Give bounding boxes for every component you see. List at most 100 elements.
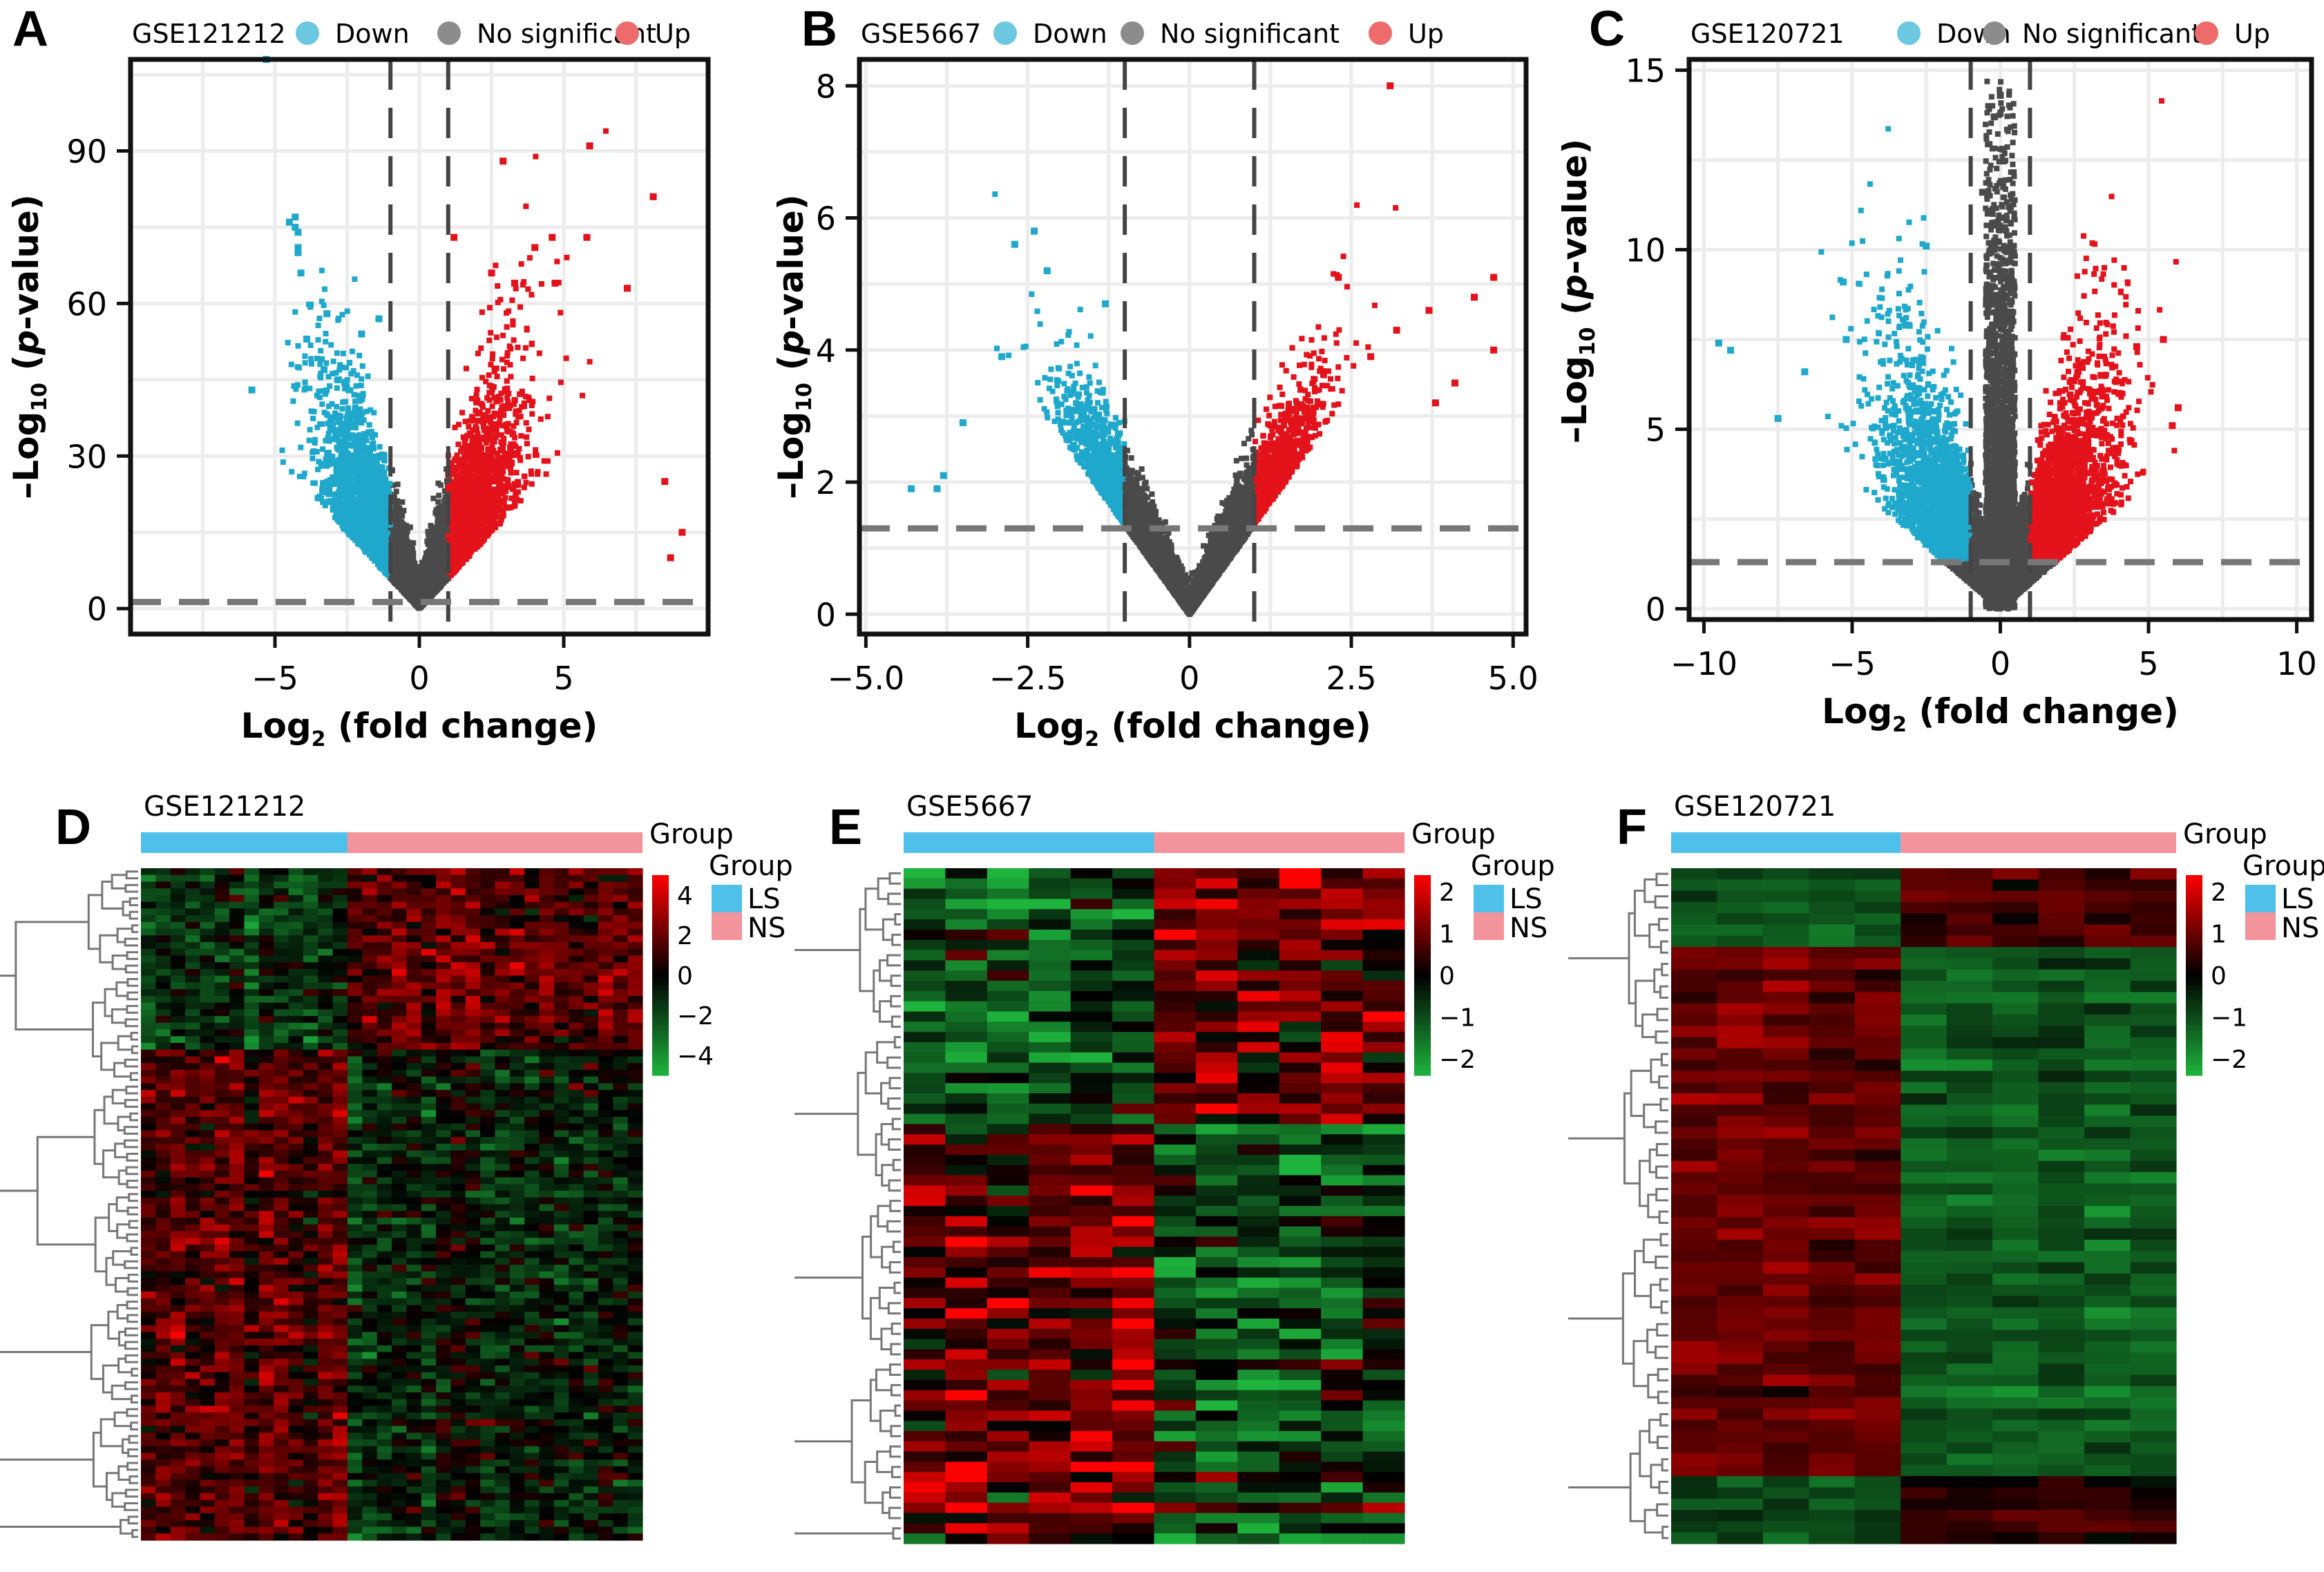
- data-point: [344, 383, 350, 389]
- data-point: [360, 392, 366, 399]
- data-point: [502, 504, 508, 510]
- data-point: [315, 495, 321, 501]
- data-point: [312, 437, 318, 443]
- panel-letter-b: B: [801, 4, 837, 54]
- data-point: [358, 383, 364, 389]
- data-point: [316, 394, 323, 401]
- data-point: [332, 481, 338, 488]
- data-point: [302, 379, 308, 385]
- data-point: [479, 374, 485, 381]
- data-point: [555, 280, 562, 286]
- data-point: [332, 410, 339, 416]
- data-point: [344, 412, 350, 419]
- panel-letter-d: D: [55, 803, 91, 852]
- data-point: [359, 396, 365, 403]
- data-point: [359, 363, 365, 370]
- data-point: [294, 382, 301, 388]
- data-point: [513, 408, 519, 414]
- data-point: [474, 439, 480, 445]
- data-point: [334, 403, 340, 410]
- data-point: [330, 474, 336, 480]
- data-point: [347, 419, 354, 425]
- data-point: [370, 434, 376, 441]
- data-point: [317, 373, 323, 379]
- data-point: [336, 447, 342, 453]
- data-point: [379, 464, 385, 470]
- panel-letter-a: A: [12, 4, 48, 54]
- data-point: [462, 436, 468, 442]
- data-point: [486, 305, 493, 311]
- data-point: [515, 344, 521, 350]
- data-point: [498, 432, 504, 438]
- panel-letter-c: C: [1589, 4, 1625, 54]
- legend-dot-down: [296, 21, 319, 45]
- data-point: [468, 396, 475, 402]
- data-point: [323, 463, 330, 469]
- data-point: [520, 355, 526, 361]
- data-point: [511, 401, 517, 408]
- data-point: [349, 425, 355, 431]
- data-point: [486, 477, 493, 483]
- data-point: [442, 494, 448, 500]
- data-point: [554, 258, 560, 265]
- data-point: [302, 353, 308, 359]
- data-point: [325, 491, 332, 497]
- data-point: [342, 468, 348, 474]
- data-point: [529, 375, 535, 381]
- data-point: [474, 386, 480, 392]
- data-point: [472, 417, 478, 423]
- data-point: [497, 520, 504, 526]
- data-point: [336, 367, 343, 373]
- data-point: [339, 405, 345, 412]
- data-point: [295, 343, 301, 349]
- data-point: [459, 459, 466, 465]
- data-point: [513, 285, 519, 291]
- data-point: [369, 475, 375, 481]
- data-point: [370, 432, 377, 438]
- data-point: [335, 427, 341, 433]
- data-point: [356, 352, 363, 358]
- data-point: [407, 524, 413, 530]
- data-point: [488, 457, 495, 463]
- data-point: [479, 404, 486, 410]
- data-point: [504, 359, 510, 365]
- data-point: [497, 296, 504, 303]
- data-point: [491, 368, 497, 374]
- data-point: [333, 370, 339, 376]
- data-point: [469, 437, 475, 443]
- data-point: [321, 387, 327, 394]
- data-point: [506, 308, 512, 314]
- data-point: [514, 479, 520, 485]
- data-point: [508, 495, 515, 501]
- data-point: [358, 504, 364, 510]
- data-point: [563, 355, 569, 361]
- data-point: [307, 385, 313, 392]
- data-point: [334, 385, 340, 391]
- data-point: [489, 356, 495, 362]
- data-point: [302, 360, 308, 366]
- data-point: [459, 410, 466, 416]
- data-point: [490, 351, 496, 357]
- data-point: [359, 376, 365, 382]
- data-point: [513, 419, 520, 425]
- data-point: [546, 395, 553, 401]
- data-point: [466, 423, 472, 430]
- data-point: [526, 394, 532, 401]
- data-point: [524, 441, 530, 447]
- data-point: [533, 153, 539, 160]
- data-point: [485, 460, 491, 466]
- data-point: [339, 311, 345, 318]
- data-point: [538, 281, 544, 287]
- data-point: [425, 528, 431, 535]
- data-point: [499, 443, 506, 450]
- data-point: [309, 449, 316, 455]
- data-point: [371, 445, 377, 452]
- data-point: [454, 452, 460, 459]
- data-point: [308, 356, 314, 362]
- data-point: [324, 387, 330, 393]
- data-point: [525, 286, 531, 292]
- data-point: [403, 523, 410, 529]
- data-point: [497, 396, 504, 403]
- data-point: [366, 422, 372, 428]
- data-point: [337, 362, 343, 368]
